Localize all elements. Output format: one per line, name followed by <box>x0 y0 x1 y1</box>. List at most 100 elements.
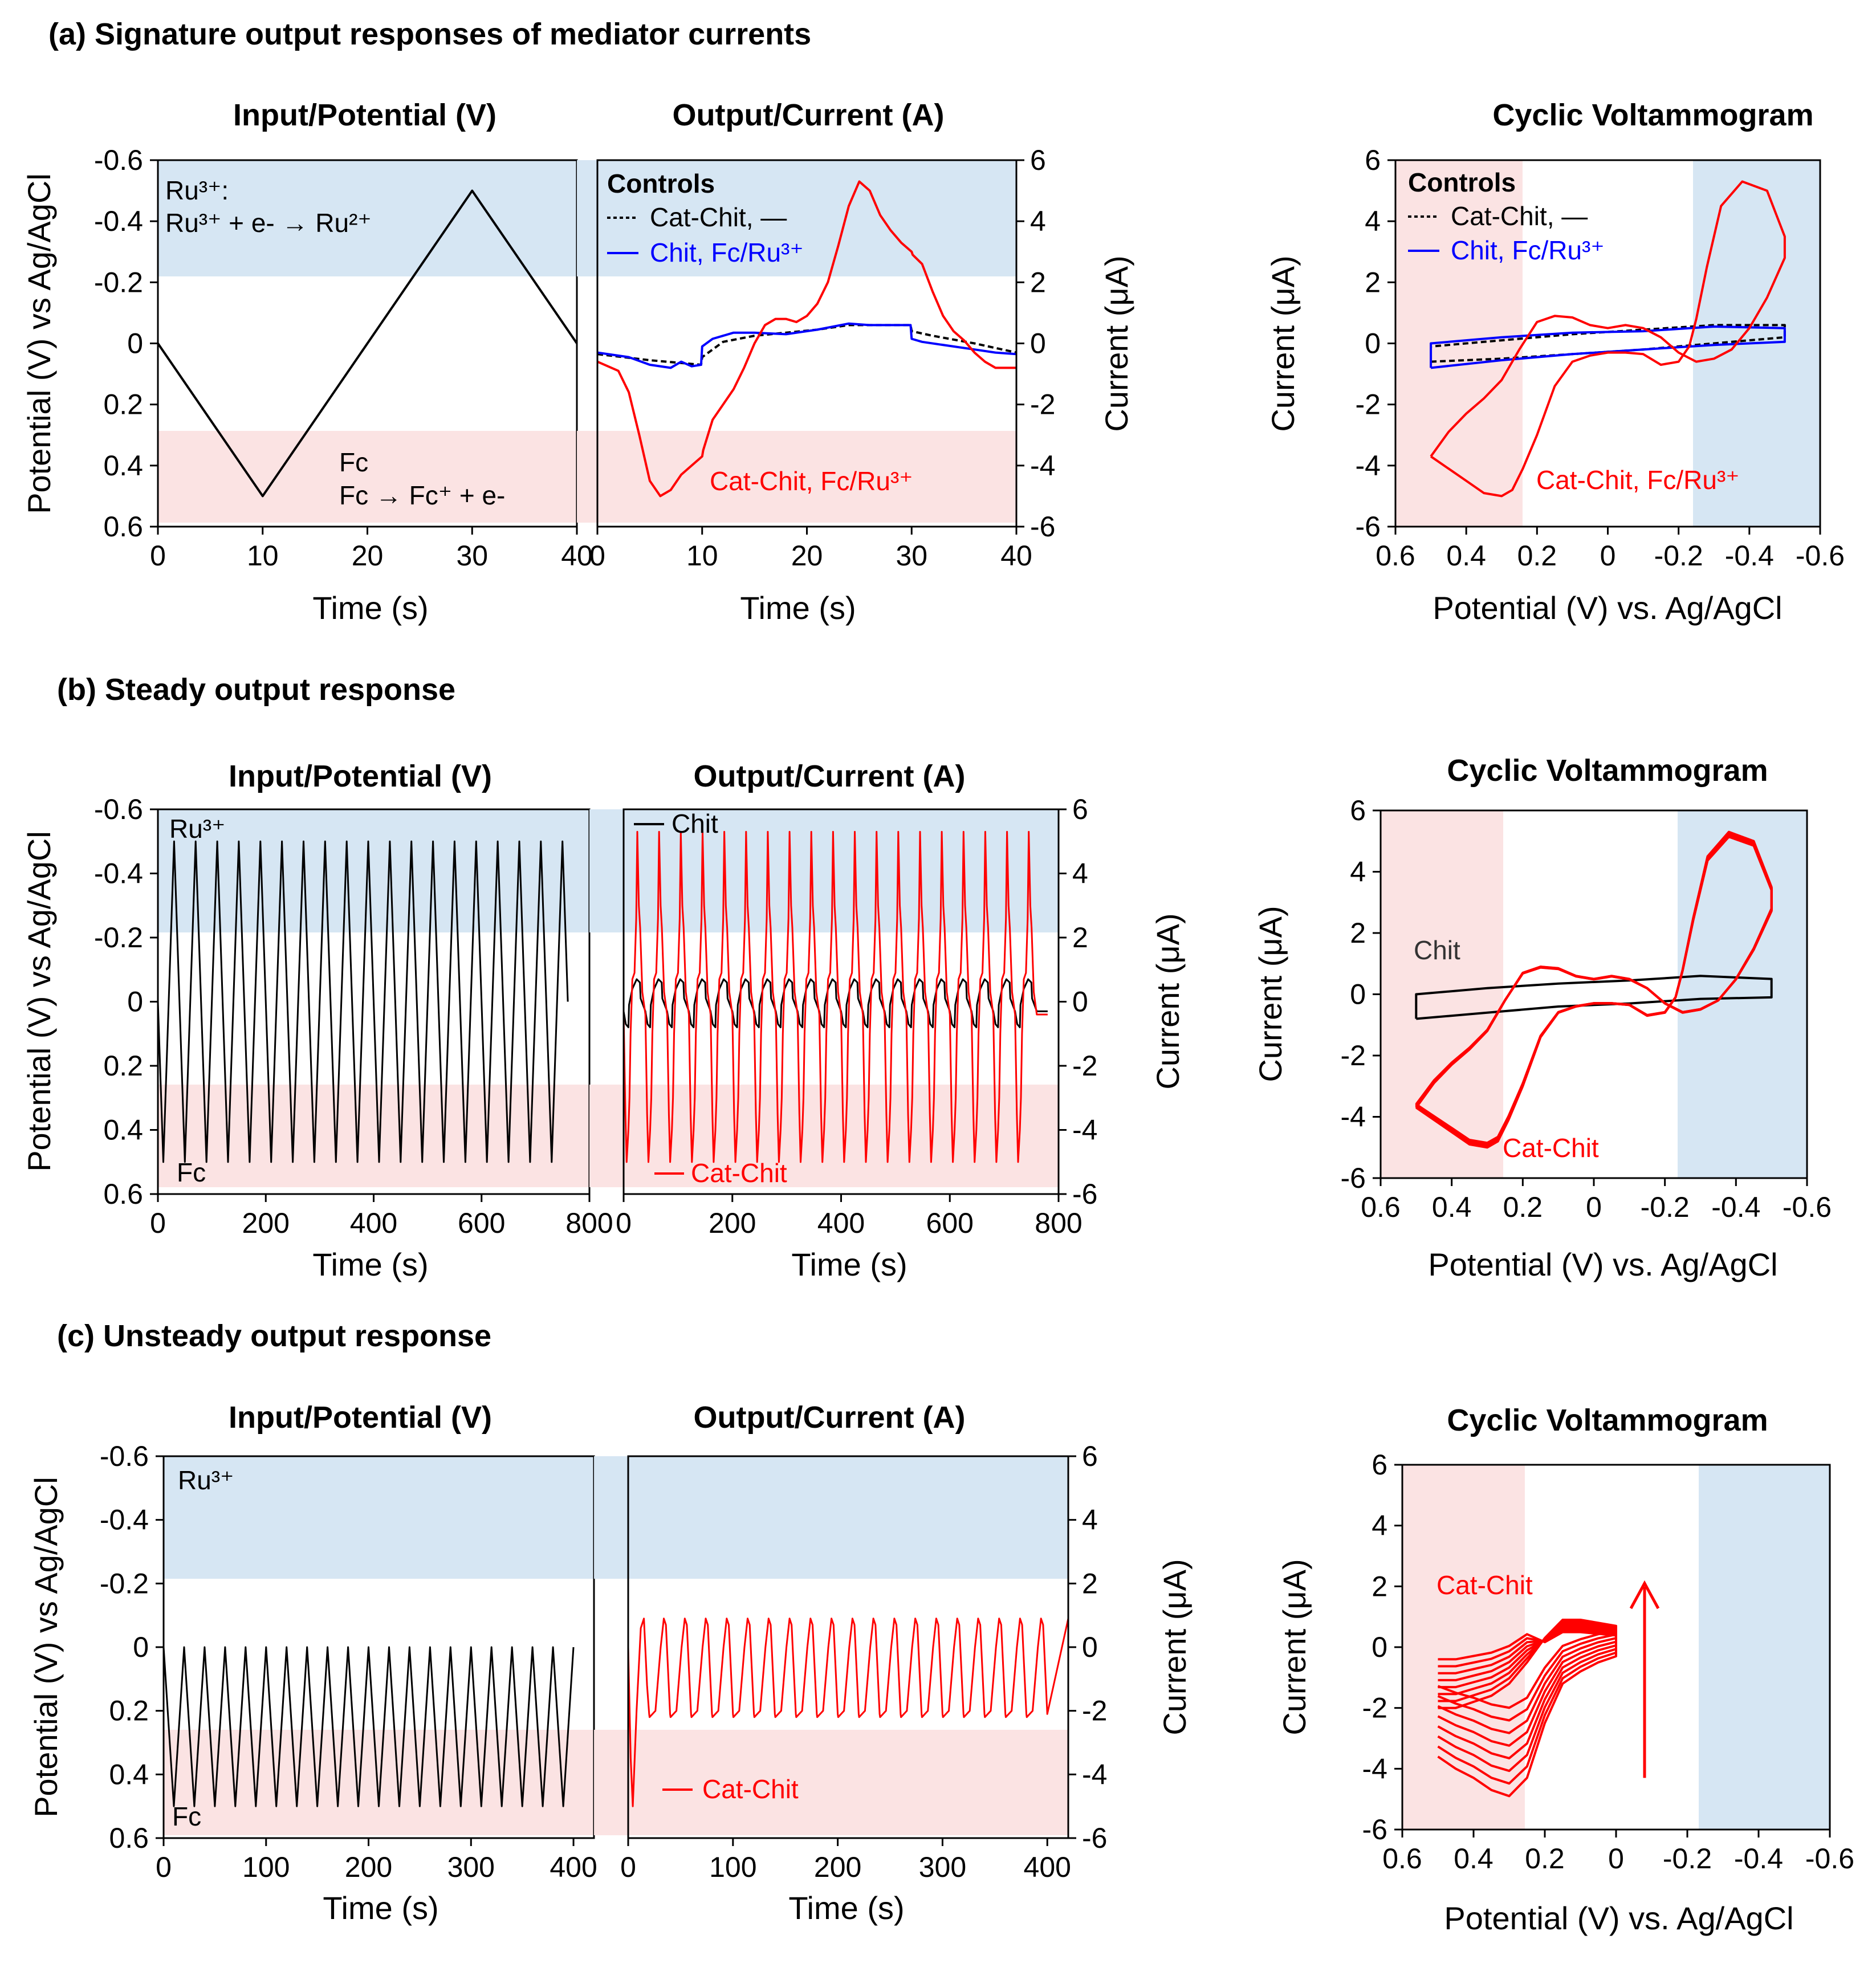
series-label-cat-chit: Cat-Chit <box>1436 1570 1533 1600</box>
series-lines <box>1437 1580 1660 1798</box>
x-tick-label: 400 <box>350 1207 397 1239</box>
x-tick-label: 400 <box>817 1207 865 1239</box>
panel-title: Cyclic Voltammogram <box>1447 1403 1768 1437</box>
panel-c-cv: Cyclic Voltammogram 0.6 0.4 0.2 0 -0.2 -0.4 -0… <box>1276 1403 1854 1936</box>
x-tick-label: 10 <box>686 540 718 572</box>
y-axis-label: Potential (V) vs Ag/AgCl <box>21 831 57 1172</box>
series-lines <box>622 830 1048 1163</box>
x-tick-label: 600 <box>458 1207 505 1239</box>
x-tick-label: -0.2 <box>1663 1843 1712 1875</box>
y-tick-label: 6 <box>1072 793 1088 825</box>
y-tick-label: 6 <box>1372 1449 1387 1481</box>
y-tick-label: -2 <box>1362 1692 1387 1724</box>
fc-band <box>597 431 1016 523</box>
y-tick-label: 0.6 <box>109 1822 149 1854</box>
y-axis-label: Current (μA) <box>1098 255 1134 431</box>
y-axis-label: Potential (V) vs Ag/AgCl <box>21 173 57 514</box>
x-tick-label: -0.2 <box>1654 540 1703 572</box>
ru-annotation: Ru³⁺: <box>165 176 229 205</box>
gap-band-c-ru <box>594 1456 628 1579</box>
series-line <box>622 830 1048 1163</box>
x-tick-label: 600 <box>926 1207 974 1239</box>
ticks: 0 100 200 300 400 -0.6 -0.4 -0.2 0 0.2 0.4 0.6 <box>100 1440 597 1883</box>
section-c-heading: (c) Unsteady output response <box>57 1319 491 1353</box>
y-axis-label: Current (μA) <box>1150 913 1186 1089</box>
x-tick-label: -0.6 <box>1783 1191 1832 1223</box>
y-tick-label: -6 <box>1072 1178 1097 1210</box>
series-lines <box>162 1646 575 1807</box>
x-tick-label: 200 <box>814 1851 861 1883</box>
y-tick-label: -6 <box>1362 1814 1387 1845</box>
x-tick-label: 0 <box>1608 1843 1624 1875</box>
y-axis-label: Potential (V) vs Ag/AgCl <box>28 1477 64 1818</box>
x-tick-label: 800 <box>1035 1207 1082 1239</box>
y-tick-label: -4 <box>1030 450 1055 482</box>
ru-annotation: Ru³⁺ <box>178 1465 234 1495</box>
gap-band-a-fc <box>577 431 597 523</box>
y-tick-label: 2 <box>1372 1570 1387 1602</box>
y-tick-label: 4 <box>1082 1504 1098 1536</box>
y-tick-label: 0 <box>1082 1631 1098 1663</box>
y-tick-label: 0 <box>1072 986 1088 1018</box>
y-tick-label: 4 <box>1350 856 1366 888</box>
ticks: 0 200 400 600 800 6 4 2 0 -2 -4 -6 <box>616 793 1097 1239</box>
series-lines <box>1430 180 1786 498</box>
y-tick-label: -0.4 <box>100 1504 149 1536</box>
x-tick-label: 10 <box>247 540 279 572</box>
y-tick-label: -2 <box>1082 1695 1107 1727</box>
gap-band-c-fc <box>594 1730 628 1835</box>
series-label-red: Cat-Chit, Fc/Ru³⁺ <box>1536 465 1740 495</box>
legend-entry-chit: Chit, Fc/Ru³⁺ <box>1451 235 1605 265</box>
fc-band <box>628 1730 1068 1835</box>
y-axis-label: Current (μA) <box>1265 255 1301 431</box>
x-tick-label: 0.4 <box>1454 1843 1494 1875</box>
x-tick-label: -0.2 <box>1641 1191 1690 1223</box>
series-label-chit: Chit <box>1414 935 1460 965</box>
y-tick-label: -0.6 <box>94 144 143 176</box>
ru-annotation: Ru³⁺ <box>169 814 225 844</box>
section-a-heading: (a) Signature output responses of mediat… <box>48 17 811 51</box>
ticks: 0.6 0.4 0.2 0 -0.2 -0.4 -0.6 6 4 2 0 -2 -4 -6 <box>1362 1449 1855 1875</box>
series-lines <box>627 1618 1069 1807</box>
x-tick-label: 400 <box>1024 1851 1071 1883</box>
x-tick-label: 0.4 <box>1446 540 1486 572</box>
y-tick-label: 0 <box>1372 1631 1387 1663</box>
ru-band <box>1678 810 1807 1178</box>
x-tick-label: 0 <box>1586 1191 1602 1223</box>
y-tick-label: 4 <box>1072 858 1088 890</box>
y-tick-label: -2 <box>1030 389 1055 421</box>
series-line <box>597 322 1017 369</box>
y-tick-label: 2 <box>1030 266 1046 298</box>
y-tick-label: 0 <box>1030 328 1046 360</box>
series-line <box>162 1646 575 1807</box>
y-tick-label: 6 <box>1082 1440 1098 1472</box>
y-axis-label: Current (μA) <box>1276 1559 1312 1735</box>
y-tick-label: 0 <box>133 1631 149 1663</box>
x-tick-label: -0.4 <box>1725 540 1774 572</box>
legend-entry-cat-chit: Cat-Chit <box>691 1158 787 1188</box>
legend-title: Controls <box>1408 168 1516 197</box>
y-tick-label: 0.2 <box>103 1050 143 1082</box>
section-b-heading: (b) Steady output response <box>57 673 455 707</box>
ticks: 0 100 200 300 400 6 4 2 0 -2 -4 -6 <box>620 1440 1107 1883</box>
ru-band <box>628 1456 1068 1579</box>
y-axis-label: Current (μA) <box>1252 906 1288 1082</box>
y-tick-label: 0 <box>127 986 143 1018</box>
x-tick-label: 0 <box>156 1851 172 1883</box>
x-tick-label: 0 <box>620 1851 636 1883</box>
gap-band-a-ru <box>577 160 597 276</box>
series-line <box>1415 975 1773 1020</box>
x-tick-label: -0.4 <box>1734 1843 1783 1875</box>
series-line <box>157 189 578 498</box>
fc-band <box>1381 810 1503 1178</box>
y-tick-label: 0 <box>1350 979 1366 1011</box>
x-tick-label: -0.6 <box>1805 1843 1854 1875</box>
x-tick-label: 30 <box>896 540 927 572</box>
y-tick-label: 0 <box>127 328 143 360</box>
panel-title: Cyclic Voltammogram <box>1492 98 1813 132</box>
y-tick-label: 6 <box>1030 144 1046 176</box>
x-tick-label: 0.6 <box>1361 1191 1401 1223</box>
